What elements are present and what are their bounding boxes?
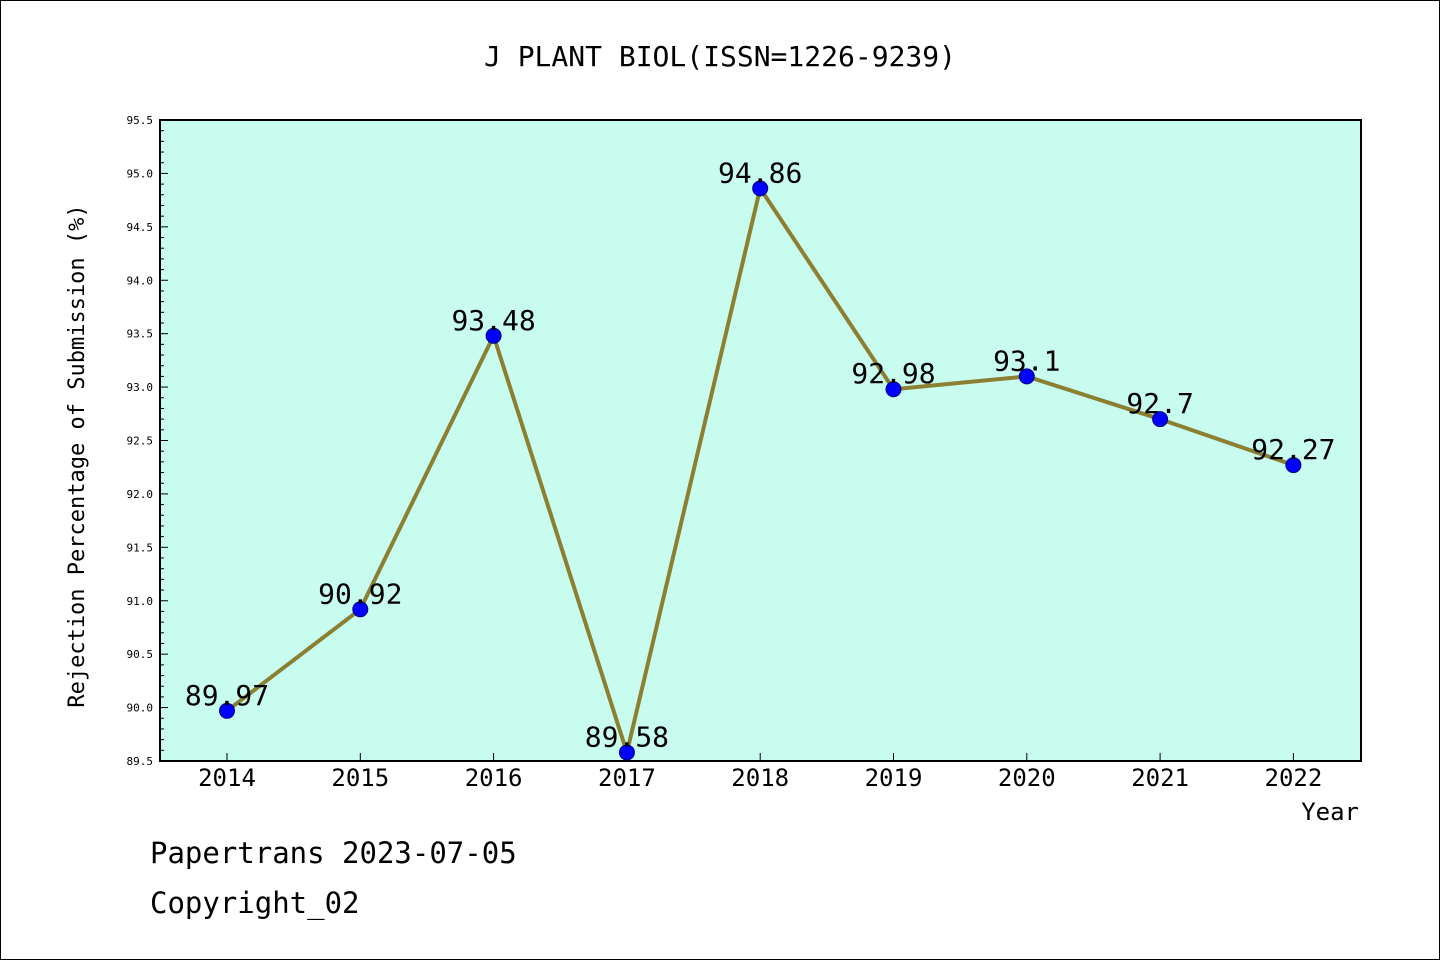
x-tick-label: 2016 — [465, 764, 523, 792]
series-rejection-percentage — [219, 180, 1302, 761]
y-tick-label: 90.0 — [127, 702, 154, 715]
y-tick-label: 92.5 — [127, 435, 154, 448]
x-tick-label: 2019 — [865, 764, 923, 792]
y-tick-label: 91.5 — [127, 541, 154, 554]
data-point-2022 — [1285, 457, 1302, 474]
data-point-2017 — [618, 744, 635, 761]
data-label-2017: 89.58 — [585, 720, 669, 753]
y-tick-label: 89.5 — [127, 755, 154, 768]
chart-title: J PLANT BIOL(ISSN=1226-9239) — [484, 40, 956, 73]
x-tick-label: 2020 — [998, 764, 1056, 792]
data-label-2020: 93.1 — [993, 344, 1060, 377]
x-tick-label: 2021 — [1131, 764, 1189, 792]
data-label-2014: 89.97 — [185, 679, 269, 712]
x-tick-label: 2017 — [598, 764, 656, 792]
y-tick-label: 94.5 — [127, 221, 154, 234]
data-point-2019 — [885, 381, 902, 398]
x-tick-label: 2022 — [1265, 764, 1323, 792]
data-label-2022: 92.27 — [1251, 433, 1335, 466]
x-tick-label: 2015 — [331, 764, 389, 792]
data-point-2021 — [1152, 411, 1169, 428]
x-tick-label: 2014 — [198, 764, 256, 792]
y-tick-label: 94.0 — [127, 274, 154, 287]
footer-copyright: Copyright_02 — [150, 886, 360, 920]
y-tick-label: 93.0 — [127, 381, 154, 394]
data-label-2021: 92.7 — [1126, 387, 1193, 420]
data-label-2018: 94.86 — [718, 156, 802, 189]
y-tick-label: 90.5 — [127, 648, 154, 661]
x-axis: 2014 2015 2016 2017 2018 2019 2020 2021 2022 — [198, 753, 1322, 792]
y-tick-label: 92.0 — [127, 488, 154, 501]
x-tick-label: 2018 — [731, 764, 789, 792]
y-axis: 89.5 90.0 90.5 91.0 91.5 92.0 92.5 93.0 93.5 94.0… — [127, 114, 168, 768]
data-label-2015: 90.92 — [318, 577, 402, 610]
data-point-2020 — [1018, 368, 1035, 385]
y-axis-label: Rejection Percentage of Submission (%) — [65, 204, 90, 707]
data-point-2015 — [352, 601, 369, 618]
y-tick-label: 95.0 — [127, 167, 154, 180]
data-point-2014 — [219, 702, 235, 719]
data-point-2016 — [485, 327, 502, 344]
y-tick-label: 93.5 — [127, 328, 154, 341]
plot-area — [159, 119, 1362, 762]
y-tick-label: 95.5 — [127, 114, 154, 127]
data-label-2016: 93.48 — [451, 304, 535, 337]
data-label-2019: 92.98 — [851, 357, 935, 390]
data-point-2018 — [752, 180, 769, 197]
x-axis-label: Year — [1301, 798, 1359, 826]
y-tick-label: 91.0 — [127, 595, 154, 608]
footer-source: Papertrans 2023-07-05 — [150, 836, 517, 870]
data-labels: 89.97 90.92 93.48 89.58 94.86 92.98 93.1 92.7 92… — [185, 156, 1336, 753]
